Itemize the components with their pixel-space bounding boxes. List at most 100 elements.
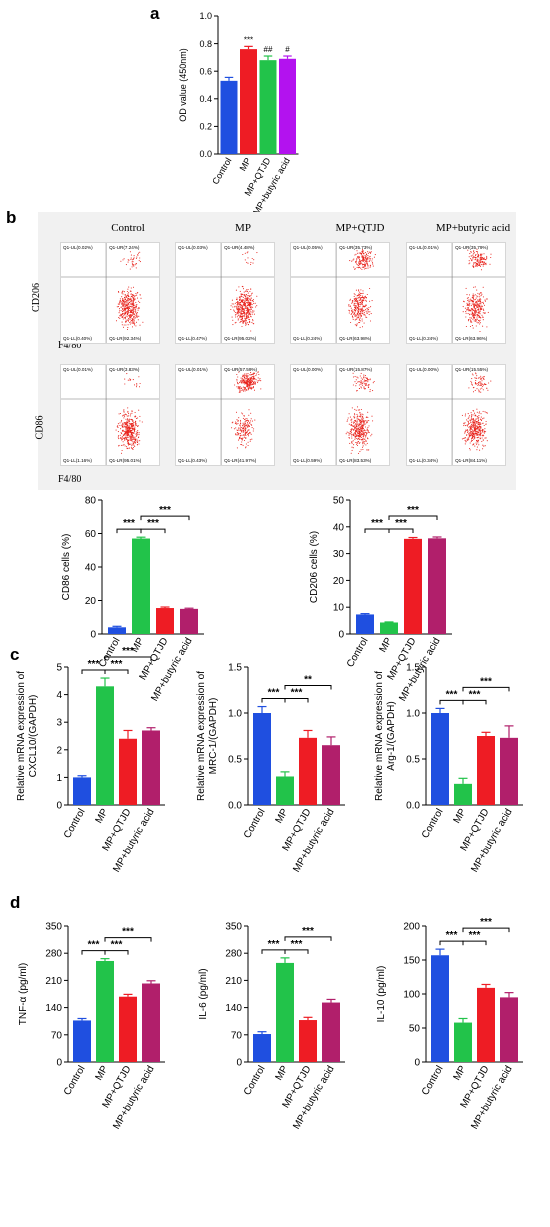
significance-label: *** <box>88 659 100 670</box>
y-tick-label: 20 <box>85 596 97 607</box>
x-tick-label: Control <box>420 1064 446 1097</box>
x-tick-label: Control <box>62 1064 88 1097</box>
quadrant-label-ll: Q1-LL(0.34%) <box>409 458 438 463</box>
quadrant-label-lr: Q1-LR(92.34%) <box>109 336 142 341</box>
flow-title-control: Control <box>111 222 145 234</box>
quadrant-label-ll: Q1-LL(0.59%) <box>293 458 322 463</box>
quadrant-label-ul: Q1-UL(0.00%) <box>409 367 439 372</box>
bar-mp-qtjd <box>119 738 137 805</box>
bar-mp <box>454 1022 472 1062</box>
quadrant-label-lr: Q1-LR(95.01%) <box>109 458 142 463</box>
quadrant-label-ur: Q1-UR(35.73%) <box>339 245 373 250</box>
bar-mp-qtjd <box>299 737 317 805</box>
x-tick-label: MP <box>94 807 111 826</box>
significance-label: *** <box>291 939 303 950</box>
quadrant-label-lr: Q1-LR(84.11%) <box>455 458 487 463</box>
y-tick-label: 210 <box>45 976 62 987</box>
y-tick-label: 20 <box>333 576 345 587</box>
panel-label-d: d <box>10 893 21 912</box>
quadrant-label-ll: Q1-LL(1.16%) <box>63 458 92 463</box>
y-axis-label: Relative mRNA expression of <box>374 671 385 801</box>
significance-bracket <box>462 699 487 705</box>
x-tick-label: MP <box>378 636 395 655</box>
y-tick-label: 1 <box>56 773 62 784</box>
y-tick-label: 0.4 <box>199 94 212 104</box>
flow-plot: Q1-UL(0.03%) Q1-UR(4.48%) Q1-LL(0.47%) Q1-L… <box>175 242 275 344</box>
significance-bracket <box>364 528 390 533</box>
significance-bracket <box>104 937 152 942</box>
quadrant-label-ll: Q1-LL(0.24%) <box>293 336 322 341</box>
y-axis-label: OD value (450nm) <box>178 48 188 122</box>
y-tick-label: 200 <box>403 922 420 933</box>
y-tick-label: 1.0 <box>228 709 242 720</box>
quadrant-label-ur: Q1-UR(35.79%) <box>455 245 489 250</box>
y-axis-label: CD86 cells (%) <box>61 534 72 601</box>
y-tick-label: 3 <box>56 718 62 729</box>
quadrant-label-ul: Q1-UL(0.05%) <box>293 245 323 250</box>
significance-bracket <box>261 949 286 954</box>
significance-bracket <box>284 949 309 954</box>
y-tick-label: 10 <box>333 603 345 614</box>
significance-label: *** <box>147 518 159 529</box>
y-tick-label: 40 <box>85 563 97 574</box>
panel-label-c: c <box>10 645 20 664</box>
x-tick-label: MP <box>274 1064 291 1083</box>
y-tick-label: 1.5 <box>406 663 420 674</box>
panel-label-b: b <box>6 208 17 227</box>
quadrant-label-lr: Q1-LR(41.97%) <box>224 458 257 463</box>
bar-control <box>73 1020 91 1062</box>
quadrant-label-ul: Q1-UL(0.01%) <box>63 367 93 372</box>
quadrant-label-ul: Q1-UL(0.01%) <box>409 245 439 250</box>
y-tick-label: 70 <box>231 1030 243 1041</box>
x-tick-label: MP <box>452 1064 469 1083</box>
x-tick-label: Control <box>420 807 446 840</box>
flow-plot: Q1-UL(0.05%) Q1-UR(35.73%) Q1-LL(0.24%) Q1-… <box>290 242 390 344</box>
y-axis-label: Relative mRNA expression of <box>16 671 27 801</box>
bar-mp-butyric-acid <box>279 58 296 154</box>
chart-od-value: 0.0 0.2 0.4 0.6 0.8 1.0 OD value (450nm) Contro… <box>178 11 299 217</box>
bar-mp <box>96 686 114 805</box>
y-axis-label: IL-10 (pg/ml) <box>376 966 387 1023</box>
significance-bracket <box>104 669 129 675</box>
quadrant-label-ur: Q1-UR(57.59%) <box>224 367 258 372</box>
significance-bracket <box>439 940 464 946</box>
significance-label: *** <box>111 940 123 951</box>
significance-bracket <box>81 950 106 955</box>
chart-arg1-mrna: 0.0 0.5 1.0 1.5 Relative mRNA expression of A… <box>374 663 523 874</box>
bar-mp-butyric-acid <box>500 997 518 1062</box>
quadrant-label-lr: Q1-LR(63.98%) <box>339 336 372 341</box>
quadrant-label-ul: Q1-UL(0.01%) <box>178 367 208 372</box>
quadrant-label-ul: Q1-UL(0.00%) <box>293 367 323 372</box>
flow-cytometry-panel: Control MP MP+QTJD MP+butyric acid CD206… <box>31 212 516 490</box>
x-tick-label: Control <box>242 1064 268 1097</box>
significance-label: *** <box>268 688 280 699</box>
significance-bracket <box>140 515 190 521</box>
significance-bracket <box>462 686 510 692</box>
significance-label: *** <box>469 930 481 941</box>
y-tick-label: 350 <box>45 922 62 933</box>
bar-control <box>220 80 238 154</box>
bar-control <box>253 713 271 805</box>
y-tick-label: 0 <box>56 801 62 812</box>
quadrant-label-ll: Q1-LL(0.47%) <box>178 336 207 341</box>
bar-mp <box>276 776 294 805</box>
bar-mp-butyric-acid <box>142 983 160 1062</box>
bar-mp <box>454 783 472 805</box>
chart-cxcl10-mrna: 0 1 2 3 4 5 Relative mRNA expression of CXCL10/… <box>16 646 165 874</box>
y-tick-label: 50 <box>333 496 345 507</box>
significance-bracket <box>104 656 152 662</box>
quadrant-label-ul: Q1-UL(0.02%) <box>63 245 93 250</box>
y-tick-label: 0 <box>236 1058 242 1069</box>
significance-label: *** <box>159 505 171 516</box>
bar-control <box>73 777 91 805</box>
significance-label: *** <box>371 518 383 529</box>
y-tick-label: 150 <box>403 956 420 967</box>
quadrant-label-ur: Q1-UR(3.83%) <box>109 367 140 372</box>
y-tick-label: 210 <box>225 976 242 987</box>
y-tick-label: 2 <box>56 745 62 756</box>
y-tick-label: 60 <box>85 529 97 540</box>
y-tick-label: 4 <box>56 690 62 701</box>
bar-mp-qtjd <box>119 996 137 1062</box>
quadrant-label-ur: Q1-UR(4.48%) <box>224 245 255 250</box>
